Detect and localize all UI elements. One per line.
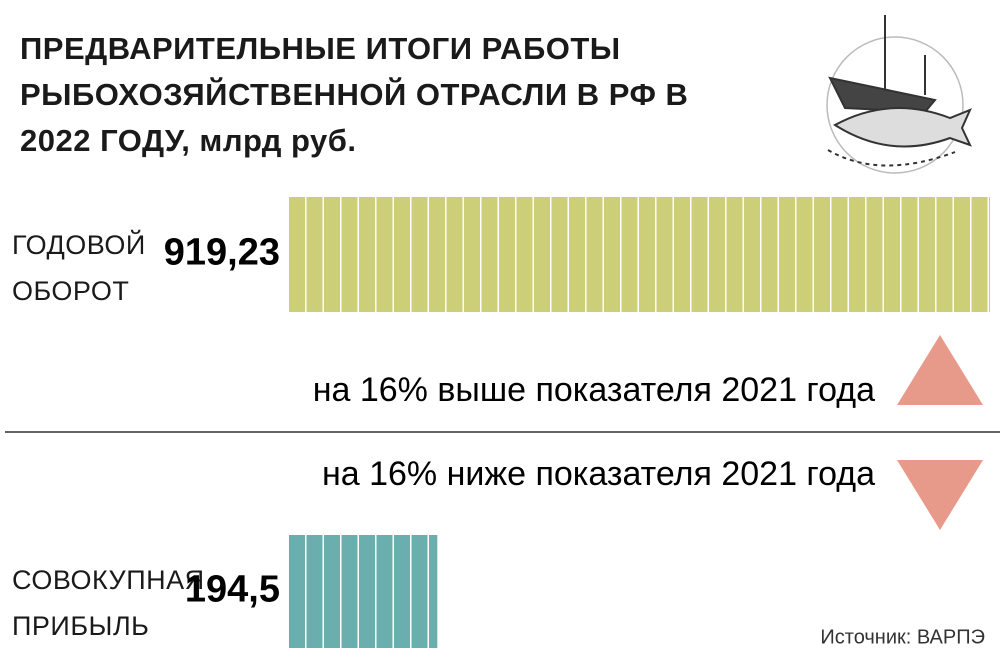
up-arrow [897,335,983,405]
down-arrow [897,460,983,530]
category-label: СОВОКУПНАЯ ПРИБЫЛЬ [12,565,205,641]
value-label: 194,5 [185,569,280,611]
value-label: 919,23 [164,232,280,274]
category-label: ГОДОВОЙ ОБОРОТ [12,230,146,306]
bar-stripes [289,535,438,648]
bar-stripes [289,197,990,312]
fish-emblem [826,15,972,174]
source: Источник: ВАРПЭ [820,626,985,648]
annotation: на 16% выше показателя 2021 года [313,371,875,409]
annotation: на 16% ниже показателя 2021 года [322,455,875,493]
chart-title: ПРЕДВАРИТЕЛЬНЫЕ ИТОГИ РАБОТЫ РЫБОХОЗЯЙСТ… [20,31,689,158]
